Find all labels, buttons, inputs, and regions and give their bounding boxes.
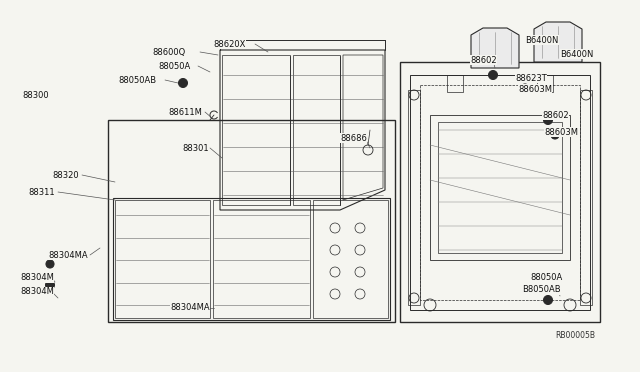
Polygon shape (534, 22, 582, 62)
Circle shape (545, 118, 550, 122)
Bar (420, 85, 580, 300)
Circle shape (543, 115, 552, 125)
Text: 88602: 88602 (542, 110, 568, 119)
Circle shape (198, 305, 202, 311)
Polygon shape (471, 28, 519, 68)
Text: 88050AB: 88050AB (118, 76, 156, 84)
Bar (108, 120, 395, 322)
Bar (430, 115, 570, 260)
Text: 88311: 88311 (28, 187, 54, 196)
Bar (438, 122, 562, 253)
Circle shape (521, 84, 529, 92)
Text: 88301: 88301 (182, 144, 209, 153)
Bar (447, 75, 463, 92)
Text: 88600Q: 88600Q (152, 48, 185, 57)
Bar (537, 75, 553, 92)
Bar (410, 75, 590, 310)
Text: 88611M: 88611M (168, 108, 202, 116)
Circle shape (551, 131, 559, 139)
Text: 88050A: 88050A (530, 273, 563, 282)
Circle shape (195, 304, 205, 312)
Text: B8050AB: B8050AB (522, 285, 561, 295)
Text: 88620X: 88620X (213, 39, 245, 48)
Circle shape (46, 260, 54, 268)
Text: 88603M: 88603M (544, 128, 578, 137)
Text: 88686: 88686 (340, 134, 367, 142)
Circle shape (179, 78, 188, 87)
Text: 88603M: 88603M (518, 84, 552, 93)
Text: 88304M: 88304M (20, 288, 54, 296)
Circle shape (543, 295, 552, 305)
Text: 88300: 88300 (22, 90, 49, 99)
Bar (400, 62, 600, 322)
Text: 88602: 88602 (470, 55, 497, 64)
Text: 88304MA: 88304MA (170, 304, 210, 312)
Bar (408, 90, 420, 305)
Circle shape (47, 282, 52, 288)
Text: 88623T: 88623T (515, 74, 547, 83)
Text: 88320: 88320 (52, 170, 79, 180)
Text: RB00005B: RB00005B (555, 331, 595, 340)
Circle shape (488, 71, 497, 80)
Text: B6400N: B6400N (560, 49, 593, 58)
Text: 88050A: 88050A (158, 61, 190, 71)
Circle shape (45, 280, 54, 289)
Circle shape (180, 80, 186, 86)
Text: 88304M: 88304M (20, 273, 54, 282)
Bar (580, 90, 592, 305)
Text: B6400N: B6400N (525, 35, 558, 45)
Circle shape (490, 73, 495, 77)
Text: 88304MA: 88304MA (48, 250, 88, 260)
Circle shape (544, 286, 552, 294)
Circle shape (545, 298, 550, 302)
